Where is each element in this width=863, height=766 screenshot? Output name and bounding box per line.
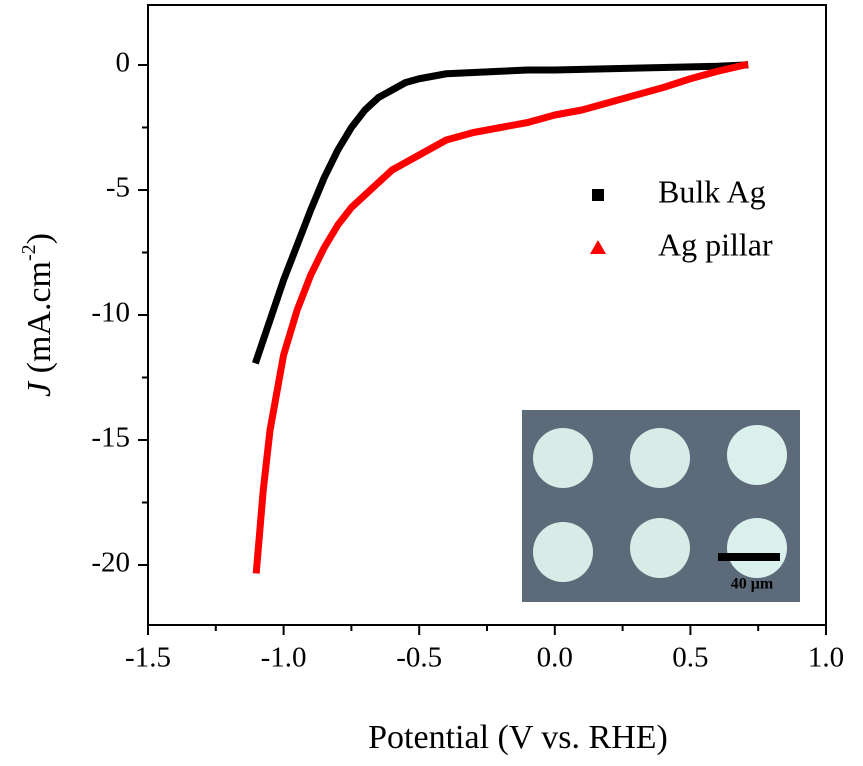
legend-marker bbox=[590, 240, 606, 254]
series-line bbox=[252, 61, 749, 365]
y-tick-label: -10 bbox=[91, 297, 130, 329]
y-label-exponent: -2 bbox=[18, 244, 40, 261]
legend-label: Bulk Ag bbox=[658, 173, 766, 209]
scale-bar bbox=[718, 553, 780, 561]
x-tick-label: 0.5 bbox=[672, 642, 708, 674]
pillar bbox=[533, 522, 593, 582]
series-line bbox=[252, 60, 749, 574]
y-tick-label: -20 bbox=[91, 547, 130, 579]
legend-marker bbox=[592, 189, 604, 201]
x-axis-label: Potential (V vs. RHE) bbox=[368, 719, 668, 756]
y-tick-label: -5 bbox=[106, 172, 130, 204]
x-tick-label: 1.0 bbox=[808, 642, 844, 674]
y-label-symbol: J bbox=[21, 380, 58, 397]
y-label-close: ) bbox=[21, 233, 58, 244]
pillar bbox=[533, 428, 593, 488]
legend-label: Ag pillar bbox=[658, 226, 773, 262]
x-tick-label: -1.5 bbox=[125, 642, 171, 674]
x-tick-label: 0.0 bbox=[537, 642, 573, 674]
y-axis-label: J (mA.cm-2) bbox=[18, 233, 58, 397]
x-tick-label: -1.0 bbox=[261, 642, 307, 674]
x-tick-label: -0.5 bbox=[396, 642, 442, 674]
pillar bbox=[630, 428, 690, 488]
y-tick-label: 0 bbox=[116, 47, 131, 79]
y-label-unit: (mA.cm bbox=[21, 261, 58, 382]
pillar bbox=[727, 425, 787, 485]
pillar bbox=[727, 518, 787, 578]
scale-label: 40 μm bbox=[731, 576, 774, 593]
y-tick-label: -15 bbox=[91, 422, 130, 454]
pillar bbox=[630, 518, 690, 578]
inset-image: 40 μm bbox=[522, 410, 800, 602]
